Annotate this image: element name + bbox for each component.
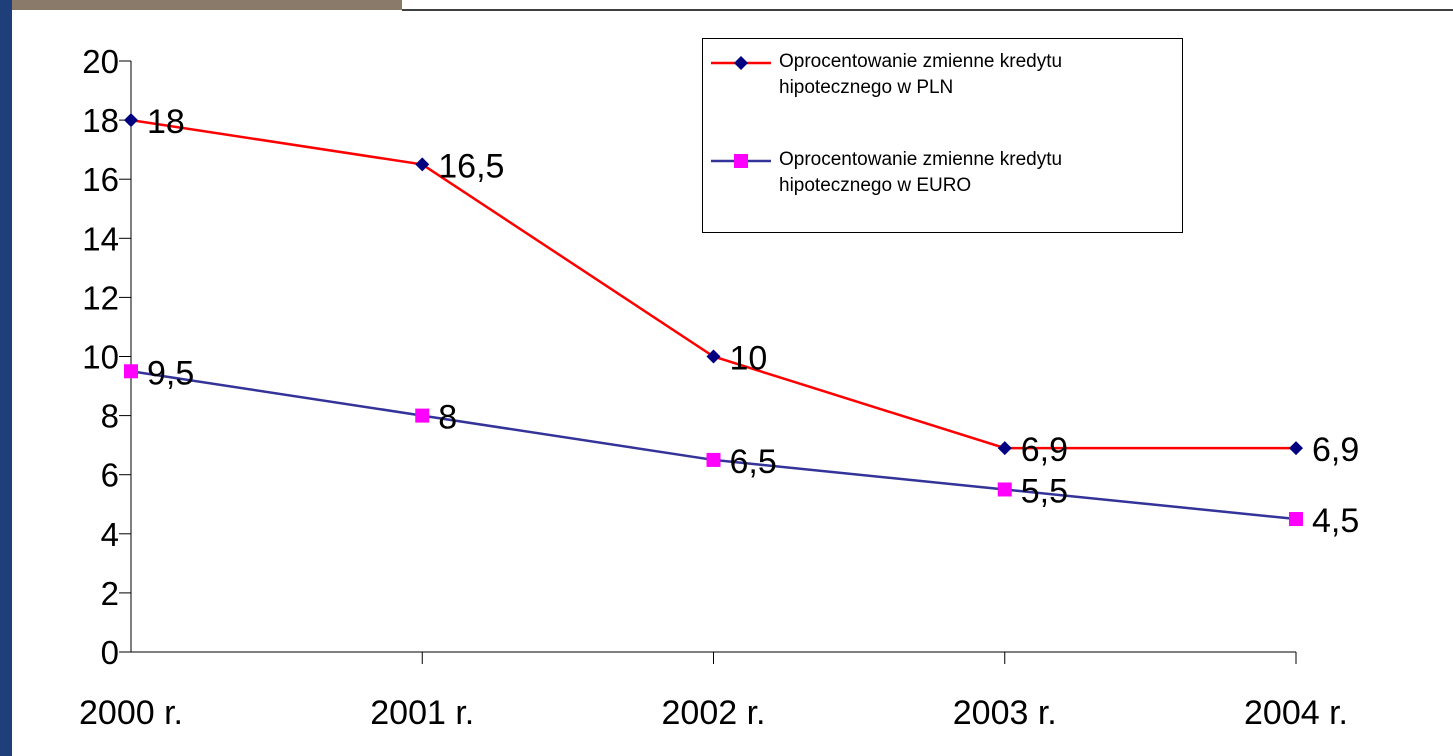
series-line <box>131 371 1296 519</box>
x-tick-label: 2001 r. <box>370 694 474 732</box>
y-tick-label: 18 <box>82 102 119 139</box>
marker <box>734 154 748 168</box>
value-label: 10 <box>730 340 768 378</box>
marker <box>998 482 1012 496</box>
x-tick-label: 2003 r. <box>953 694 1057 732</box>
y-tick-label: 8 <box>101 398 119 435</box>
value-label: 6,9 <box>1021 431 1068 469</box>
marker <box>1289 441 1303 455</box>
value-label: 4,5 <box>1312 502 1359 540</box>
y-tick-label: 0 <box>101 634 119 671</box>
header-image <box>12 0 402 10</box>
y-tick-label: 2 <box>101 575 119 612</box>
marker <box>734 56 748 70</box>
value-label: 5,5 <box>1021 472 1068 510</box>
legend-keys <box>703 39 783 234</box>
y-tick-label: 10 <box>82 339 119 376</box>
y-tick-label: 12 <box>82 279 119 316</box>
page: 0 2 4 6 8 10 12 14 16 18 20 2000 r. 2001 r. 2002 r. 20… <box>0 0 1453 756</box>
y-tick-label: 14 <box>82 220 119 257</box>
x-tick-label: 2004 r. <box>1244 694 1348 732</box>
legend-label: Oprocentowanie zmienne kredytu hipoteczn… <box>779 147 1169 199</box>
y-tick-label: 6 <box>101 457 119 494</box>
value-label: 16,5 <box>438 147 504 185</box>
marker <box>415 409 429 423</box>
y-tick-label: 4 <box>101 516 119 553</box>
marker <box>124 113 138 127</box>
marker <box>124 364 138 378</box>
marker <box>1289 512 1303 526</box>
legend-label: Oprocentowanie zmienne kredytu hipoteczn… <box>779 49 1169 101</box>
value-label: 9,5 <box>147 354 194 392</box>
value-label: 6,5 <box>730 443 777 481</box>
x-tick-label: 2000 r. <box>79 694 183 732</box>
value-label: 6,9 <box>1312 431 1359 469</box>
y-tick-label: 16 <box>82 161 119 198</box>
y-tick-label: 20 <box>82 43 119 80</box>
marker <box>707 453 721 467</box>
marker <box>998 441 1012 455</box>
value-label: 18 <box>147 103 185 141</box>
x-tick-label: 2002 r. <box>662 694 766 732</box>
value-label: 8 <box>438 399 457 437</box>
side-strip <box>0 0 12 756</box>
marker <box>415 157 429 171</box>
legend: Oprocentowanie zmienne kredytu hipoteczn… <box>702 38 1183 233</box>
marker <box>707 350 721 364</box>
